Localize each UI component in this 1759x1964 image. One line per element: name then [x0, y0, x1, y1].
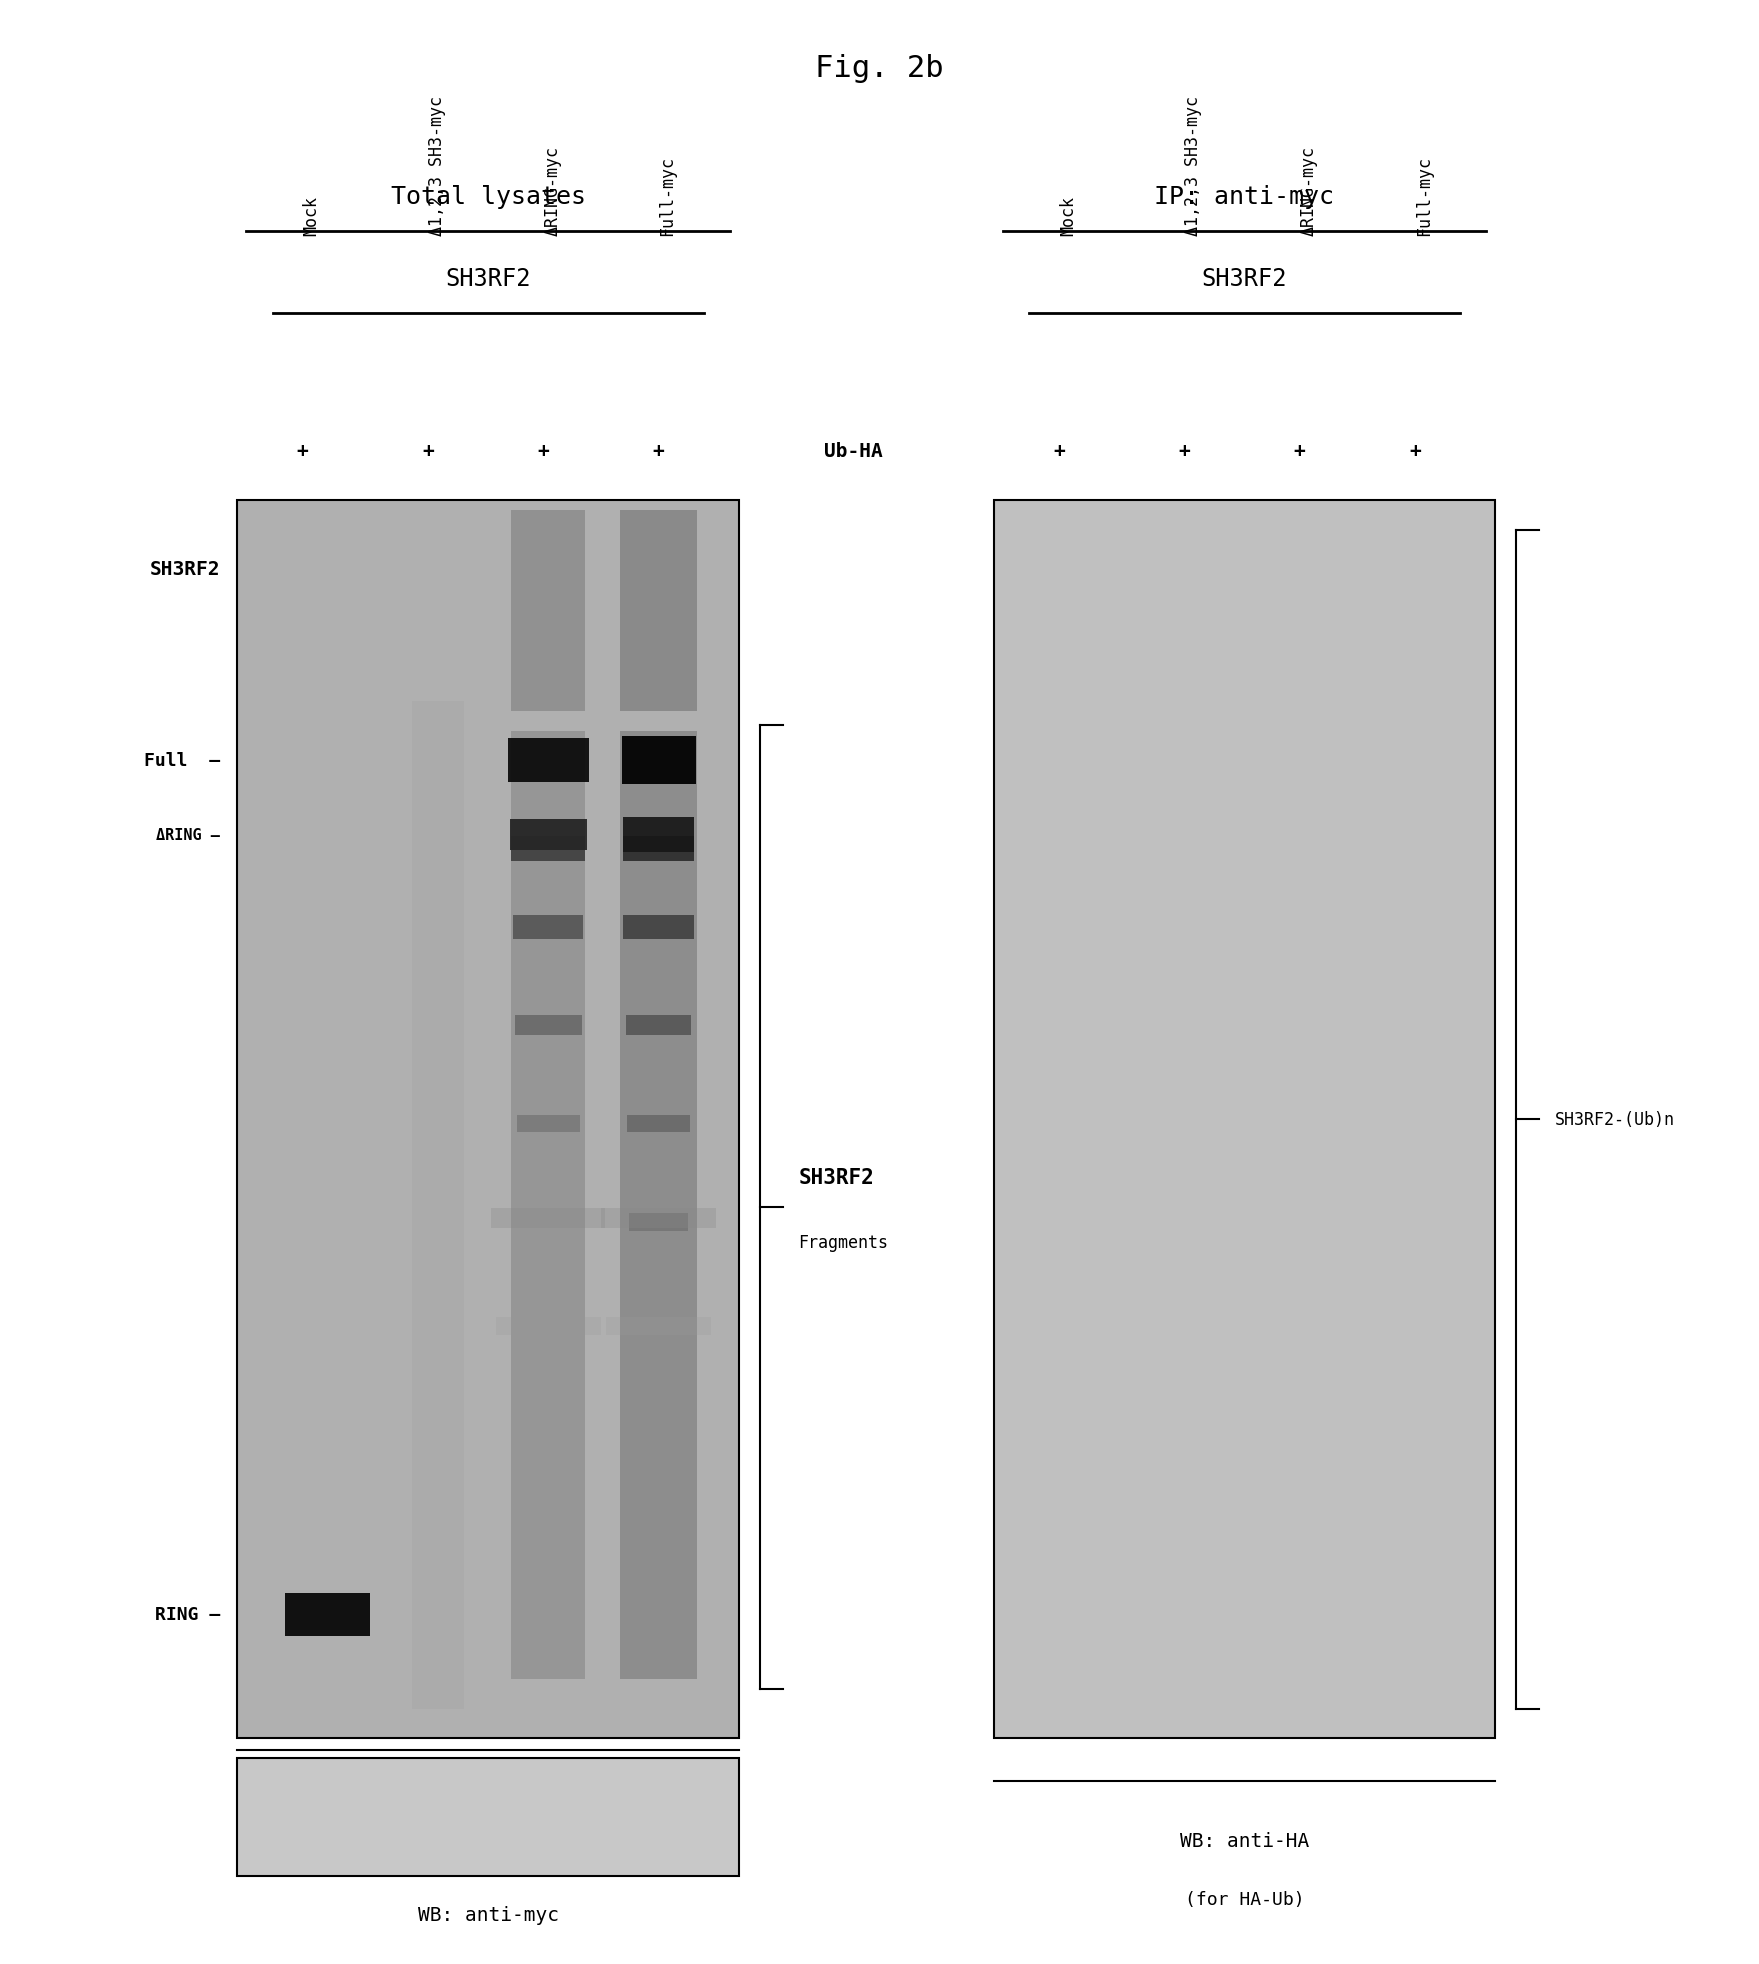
Bar: [491, 1208, 605, 1228]
Bar: [237, 1758, 739, 1876]
Bar: [621, 736, 695, 784]
Bar: [237, 501, 739, 1738]
Text: Full-myc: Full-myc: [658, 155, 677, 236]
Text: RING –: RING –: [155, 1605, 220, 1624]
Bar: [512, 731, 586, 1679]
Text: SH3RF2: SH3RF2: [799, 1169, 874, 1188]
Text: SH3RF2: SH3RF2: [150, 560, 220, 579]
Bar: [626, 1116, 690, 1133]
Text: Mock: Mock: [1059, 196, 1077, 236]
Text: IP: anti-myc: IP: anti-myc: [1154, 185, 1335, 208]
Text: Fig. 2b: Fig. 2b: [814, 55, 945, 82]
Text: +: +: [1054, 442, 1064, 462]
Text: SH3RF2: SH3RF2: [1201, 267, 1288, 291]
Text: Full  –: Full –: [144, 752, 220, 770]
Text: ΔRING-myc: ΔRING-myc: [1300, 145, 1317, 236]
Text: Ub-HA: Ub-HA: [823, 442, 883, 462]
Text: WB: anti-HA: WB: anti-HA: [1180, 1830, 1309, 1850]
Text: +: +: [538, 442, 549, 462]
Bar: [512, 837, 586, 862]
Text: +: +: [653, 442, 665, 462]
Text: ΔRING-myc: ΔRING-myc: [544, 145, 561, 236]
Bar: [517, 1116, 580, 1133]
Bar: [626, 1015, 691, 1035]
Bar: [508, 738, 589, 782]
Text: Mock: Mock: [303, 196, 320, 236]
Text: Fragments: Fragments: [799, 1233, 888, 1251]
Bar: [602, 1208, 716, 1228]
Bar: [628, 1214, 688, 1231]
Bar: [512, 511, 586, 711]
Text: +: +: [1295, 442, 1305, 462]
Bar: [994, 501, 1495, 1738]
Text: Full-myc: Full-myc: [1414, 155, 1434, 236]
Text: SH3RF2: SH3RF2: [445, 267, 531, 291]
Bar: [619, 731, 697, 1679]
Bar: [514, 915, 584, 939]
Text: (for HA-Ub): (for HA-Ub): [1184, 1889, 1305, 1909]
Text: +: +: [1409, 442, 1421, 462]
Text: Δ1,2,3 SH3-myc: Δ1,2,3 SH3-myc: [1184, 96, 1203, 236]
Text: Δ1,2,3 SH3-myc: Δ1,2,3 SH3-myc: [427, 96, 447, 236]
Text: Total lysates: Total lysates: [390, 185, 586, 208]
Text: ΔRING –: ΔRING –: [157, 827, 220, 843]
Bar: [515, 1015, 582, 1035]
Bar: [623, 837, 693, 862]
Bar: [412, 701, 464, 1709]
Text: +: +: [297, 442, 308, 462]
Bar: [285, 1593, 369, 1636]
Text: SH3RF2-(Ub)n: SH3RF2-(Ub)n: [1555, 1110, 1675, 1129]
Text: WB: anti-myc: WB: anti-myc: [417, 1905, 559, 1925]
Bar: [619, 511, 697, 711]
Bar: [623, 817, 693, 852]
Bar: [605, 1318, 711, 1336]
Bar: [496, 1318, 602, 1336]
Text: +: +: [1179, 442, 1191, 462]
Bar: [623, 915, 693, 939]
Bar: [510, 819, 588, 850]
Text: +: +: [422, 442, 434, 462]
